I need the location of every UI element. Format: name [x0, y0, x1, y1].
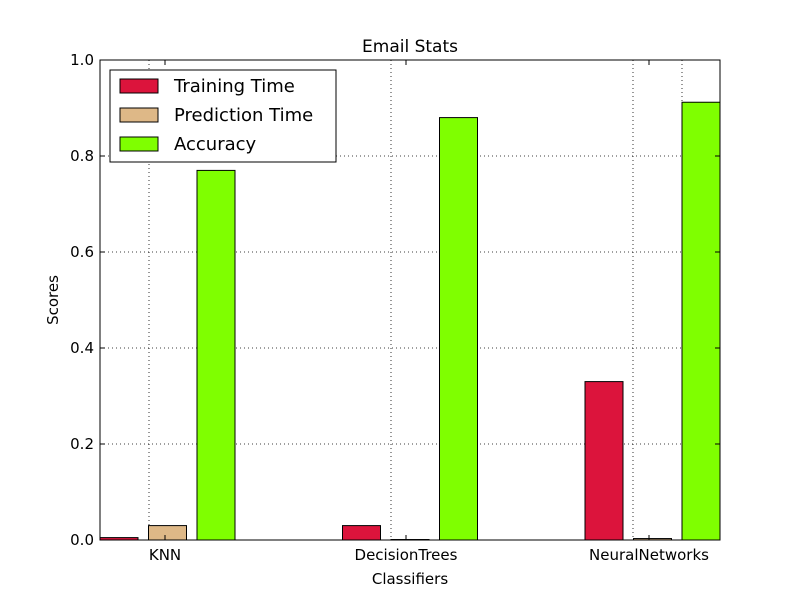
legend: Training Time Prediction Time Accuracy — [109, 69, 337, 163]
legend-label: Accuracy — [174, 134, 257, 155]
bar-training-time — [342, 525, 381, 541]
legend-label: Prediction Time — [174, 105, 313, 126]
x-tick-label: DecisionTrees — [355, 546, 458, 564]
y-tick-label: 1.0 — [70, 51, 94, 69]
bar-accuracy — [681, 101, 721, 541]
bars — [99, 101, 721, 541]
y-tick-label: 0.8 — [70, 147, 94, 165]
legend-label: Training Time — [173, 76, 295, 97]
bar-accuracy — [439, 117, 478, 541]
y-tick-label: 0.0 — [70, 531, 94, 549]
x-axis-label: Classifiers — [372, 570, 448, 588]
x-tick-label: NeuralNetworks — [589, 546, 709, 564]
bar-prediction-time — [148, 525, 187, 541]
chart-title: Email Stats — [362, 37, 458, 57]
y-axis-label: Scores — [44, 275, 62, 325]
legend-swatch — [119, 78, 159, 94]
plot-frame — [99, 59, 721, 541]
axis-ticks: 0.0 0.2 0.4 0.6 0.8 1.0 KNN DecisionTrees Neural… — [70, 51, 720, 564]
legend-swatch — [119, 107, 159, 123]
bar-accuracy — [196, 169, 236, 541]
bar-training-time — [584, 381, 624, 541]
y-tick-label: 0.2 — [70, 435, 94, 453]
y-tick-label: 0.6 — [70, 243, 94, 261]
legend-swatch — [119, 136, 159, 152]
x-tick-label: KNN — [149, 546, 181, 564]
y-tick-label: 0.4 — [70, 339, 94, 357]
